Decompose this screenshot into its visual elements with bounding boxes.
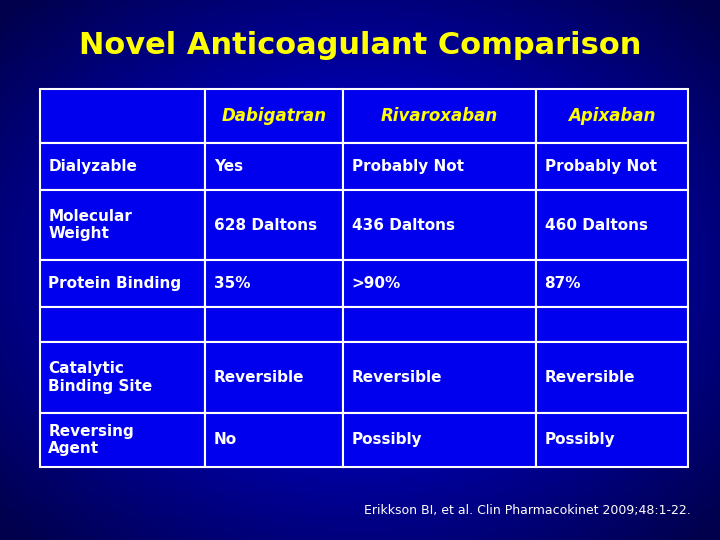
Bar: [40, 307, 205, 342]
Bar: [343, 89, 536, 144]
Text: Reversible: Reversible: [351, 370, 442, 385]
Bar: [343, 190, 536, 260]
Bar: [40, 342, 205, 413]
Bar: [205, 89, 343, 144]
Text: Possibly: Possibly: [544, 433, 615, 448]
Text: Molecular
Weight: Molecular Weight: [48, 209, 132, 241]
Bar: [536, 190, 688, 260]
Bar: [40, 144, 205, 190]
Text: Reversible: Reversible: [544, 370, 635, 385]
Text: Reversing
Agent: Reversing Agent: [48, 424, 134, 456]
Text: 436 Daltons: 436 Daltons: [351, 218, 454, 233]
Bar: [536, 260, 688, 307]
Bar: [536, 342, 688, 413]
Bar: [40, 260, 205, 307]
Text: Protein Binding: Protein Binding: [48, 276, 181, 291]
Bar: [343, 413, 536, 467]
Bar: [205, 190, 343, 260]
Text: Probably Not: Probably Not: [351, 159, 464, 174]
Text: No: No: [214, 433, 237, 448]
Text: 87%: 87%: [544, 276, 581, 291]
Bar: [343, 260, 536, 307]
Text: Apixaban: Apixaban: [568, 107, 655, 125]
Text: Dialyzable: Dialyzable: [48, 159, 137, 174]
Bar: [343, 144, 536, 190]
Bar: [536, 144, 688, 190]
Bar: [40, 190, 205, 260]
Text: Reversible: Reversible: [214, 370, 304, 385]
Bar: [536, 413, 688, 467]
Bar: [40, 89, 205, 144]
Text: 35%: 35%: [214, 276, 250, 291]
Bar: [536, 307, 688, 342]
Text: Dabigatran: Dabigatran: [222, 107, 327, 125]
Bar: [536, 89, 688, 144]
Text: Possibly: Possibly: [351, 433, 422, 448]
Text: Erikkson BI, et al. Clin Pharmacokinet 2009;48:1-22.: Erikkson BI, et al. Clin Pharmacokinet 2…: [364, 504, 691, 517]
Bar: [205, 144, 343, 190]
Text: Probably Not: Probably Not: [544, 159, 657, 174]
Bar: [205, 413, 343, 467]
Bar: [40, 413, 205, 467]
Text: Catalytic
Binding Site: Catalytic Binding Site: [48, 361, 153, 394]
Bar: [205, 307, 343, 342]
Text: Novel Anticoagulant Comparison: Novel Anticoagulant Comparison: [78, 31, 642, 60]
Bar: [343, 307, 536, 342]
Text: Yes: Yes: [214, 159, 243, 174]
Text: 460 Daltons: 460 Daltons: [544, 218, 647, 233]
Bar: [205, 342, 343, 413]
Text: Rivaroxaban: Rivaroxaban: [381, 107, 498, 125]
Text: 628 Daltons: 628 Daltons: [214, 218, 317, 233]
Bar: [343, 342, 536, 413]
Bar: [205, 260, 343, 307]
Text: >90%: >90%: [351, 276, 401, 291]
